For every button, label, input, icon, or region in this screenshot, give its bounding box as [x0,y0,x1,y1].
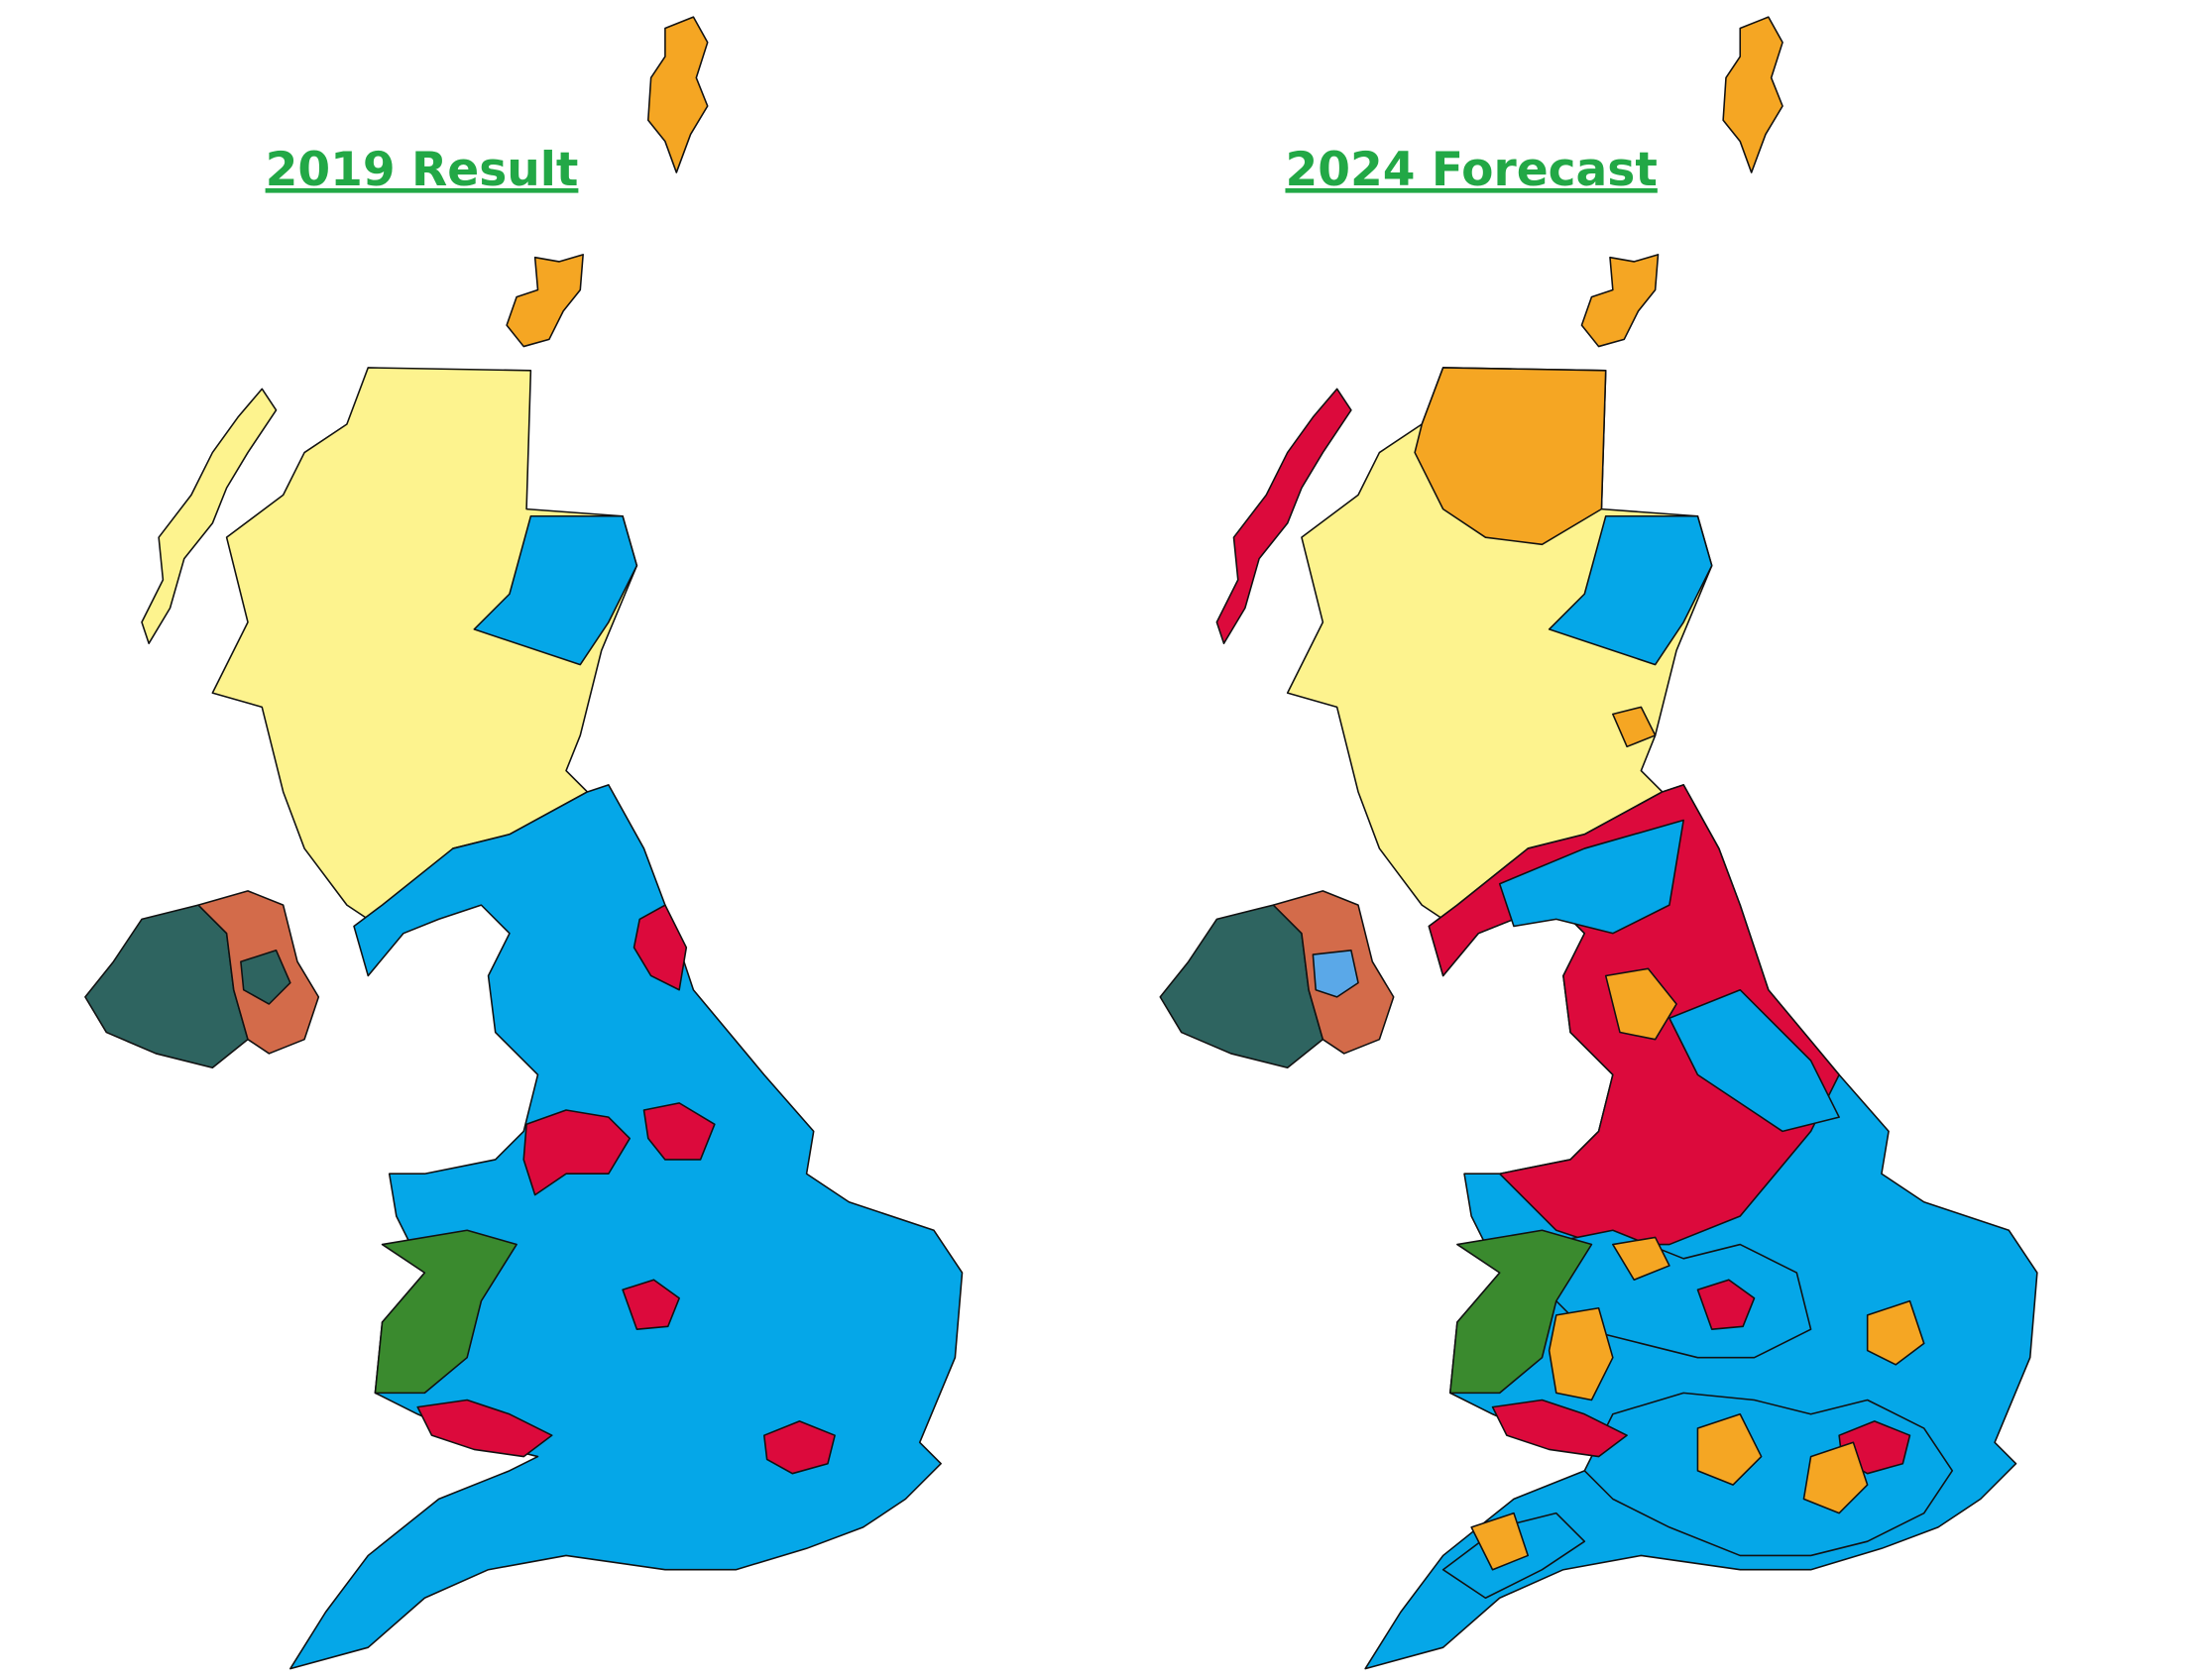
map-2019 [84,16,964,1670]
region [1722,16,1783,173]
map-2024 [1159,16,2038,1670]
region [1580,254,1660,348]
map-title: 2019 Result [266,143,579,197]
region [506,254,584,348]
region [646,16,709,173]
map-title: 2024 Forecast [1285,143,1657,197]
region [289,784,964,1670]
